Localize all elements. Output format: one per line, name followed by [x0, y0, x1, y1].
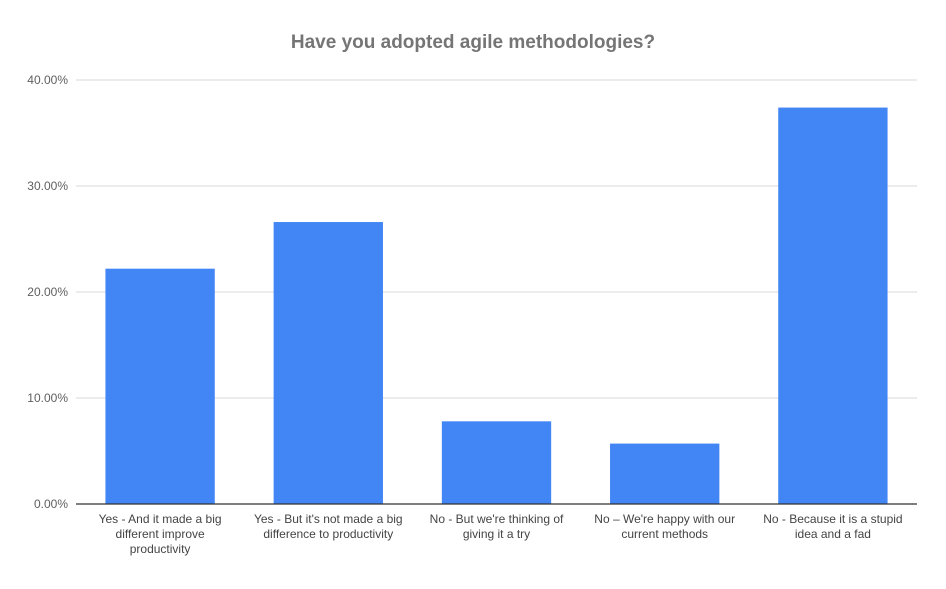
y-tick-label: 20.00% — [27, 285, 68, 299]
bar — [441, 421, 552, 504]
x-category-label-line: Yes - And it made a big — [99, 512, 222, 526]
x-category-label-line: different improve — [116, 527, 205, 541]
x-category-label-line: idea and a fad — [795, 527, 871, 541]
x-category-label-line: productivity — [130, 542, 191, 556]
x-category-label: No - Because it is a stupid idea and a fa… — [763, 512, 902, 541]
x-category-label: No – We're happy with our current methods — [594, 512, 735, 541]
x-category-label: Yes - And it made a big different improve… — [99, 512, 222, 556]
x-axis-category-labels: Yes - And it made a big different improve… — [99, 512, 903, 556]
y-tick-label: 0.00% — [34, 497, 68, 511]
x-category-label-line: No - But we're thinking of — [430, 512, 564, 526]
x-category-label-line: No – We're happy with our — [594, 512, 735, 526]
chart-title: Have you adopted agile methodologies? — [291, 32, 655, 53]
bars — [105, 107, 888, 505]
x-category-label: Yes - But it's not made a big difference … — [254, 512, 403, 541]
x-category-label-line: difference to productivity — [263, 527, 393, 541]
bar — [105, 268, 215, 504]
x-category-label-line: No - Because it is a stupid — [763, 512, 902, 526]
y-tick-label: 10.00% — [27, 391, 68, 405]
x-category-label-line: giving it a try — [463, 527, 530, 541]
bar — [273, 222, 383, 505]
x-category-label-line: current methods — [621, 527, 708, 541]
gridlines — [76, 79, 917, 399]
x-category-label: No - But we're thinking of giving it a tr… — [430, 512, 564, 541]
y-tick-label: 30.00% — [27, 179, 68, 193]
y-tick-label: 40.00% — [27, 73, 68, 87]
y-axis-tick-labels: 0.00% 10.00% 20.00% 30.00% 40.00% — [27, 73, 68, 511]
bar — [778, 107, 888, 504]
bar — [610, 443, 720, 504]
x-category-label-line: Yes - But it's not made a big — [254, 512, 403, 526]
